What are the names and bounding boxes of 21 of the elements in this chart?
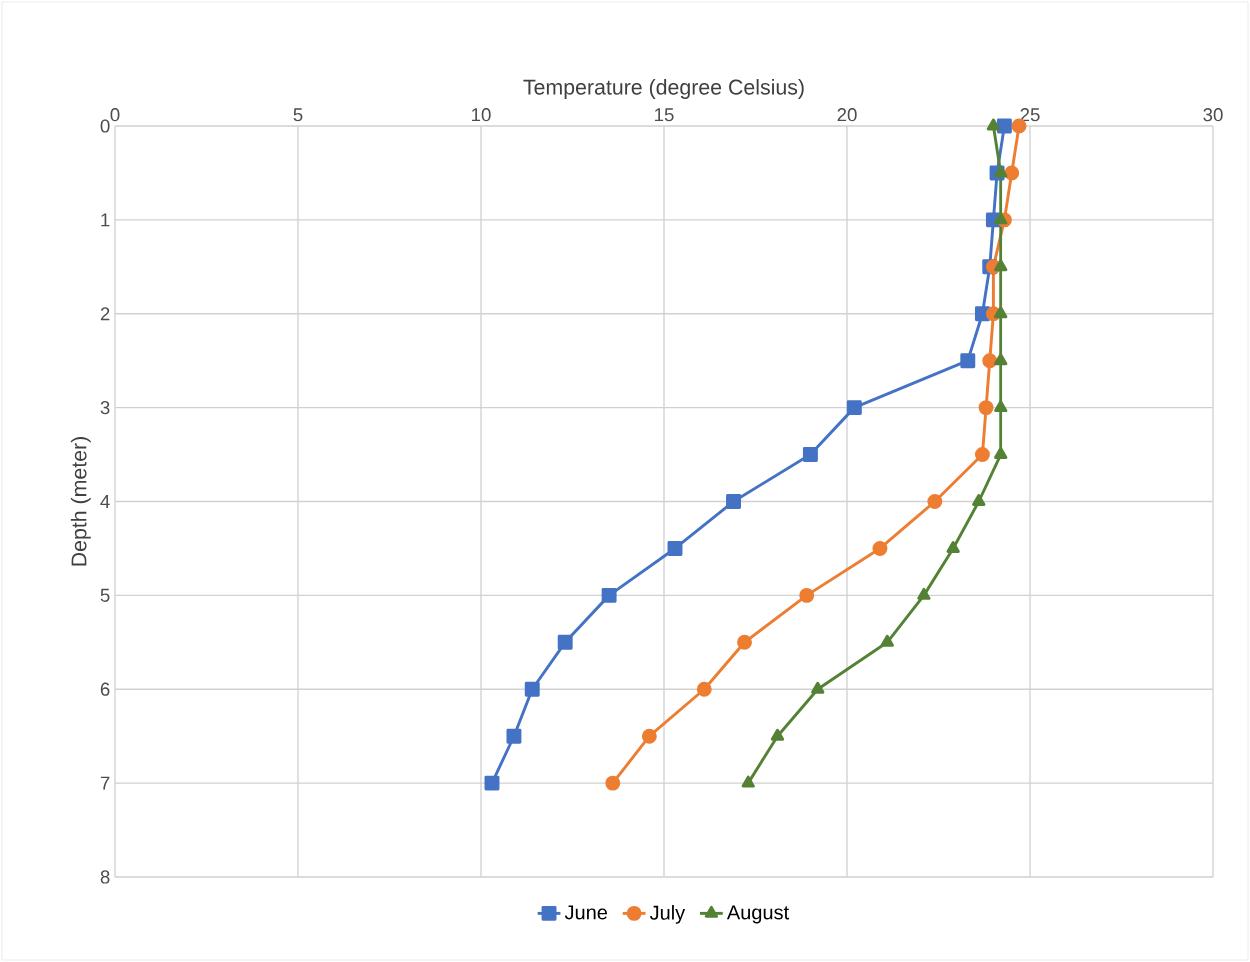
y-tick-label: 4 (100, 495, 110, 508)
x-tick-label: 10 (472, 108, 491, 122)
x-tick-label: 5 (293, 108, 303, 122)
y-tick-label: 2 (100, 307, 110, 321)
x-axis-title: Temperature (degree Celsius) (523, 79, 804, 99)
y-tick-label: 0 (100, 119, 110, 133)
y-tick-label: 5 (100, 588, 110, 602)
y-tick-label: 6 (100, 682, 110, 696)
x-tick-label: 0 (110, 108, 120, 122)
y-tick-label: 1 (101, 213, 110, 227)
x-tick-label: 15 (655, 108, 674, 122)
x-tick-label: 25 (1020, 108, 1040, 122)
legend-label: August (726, 905, 789, 924)
legend-label: July (649, 905, 686, 924)
y-axis-title: Depth (meter) (70, 437, 91, 566)
y-tick-label: 7 (100, 776, 110, 790)
y-tick-label: 3 (100, 401, 110, 415)
x-tick-label: 30 (1203, 108, 1223, 122)
legend-label: June (564, 905, 608, 920)
x-tick-label: 20 (837, 108, 857, 122)
y-tick-label: 8 (100, 870, 110, 884)
